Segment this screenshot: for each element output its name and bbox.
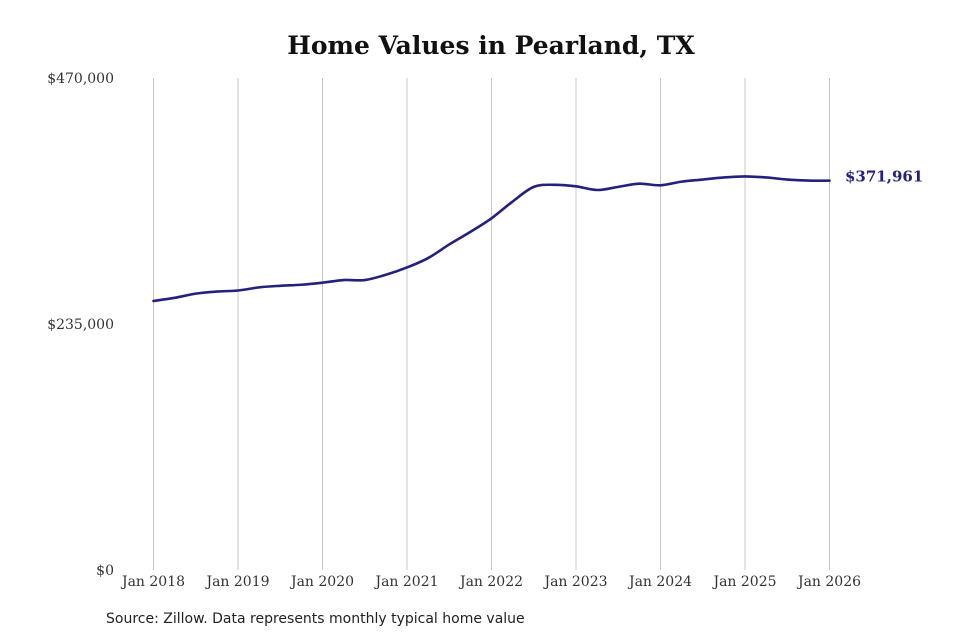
series-line-0 [152,175,831,303]
x-tick-label-0: Jan 2018 [120,574,185,590]
x-tick-label-8: Jan 2026 [796,574,861,590]
source-note: Source: Zillow. Data represents monthly … [106,611,525,627]
x-tick-label-5: Jan 2023 [542,574,607,590]
end-value-label: $371,961 [845,168,923,186]
x-tick-label-6: Jan 2024 [627,574,692,590]
gridlines [153,78,830,570]
x-tick-label-1: Jan 2019 [204,574,269,590]
x-tick-label-3: Jan 2021 [373,574,438,590]
x-tick-label-7: Jan 2025 [711,574,776,590]
series-group [152,175,831,303]
x-tick-label-2: Jan 2020 [289,574,354,590]
y-tick-label-1: $235,000 [47,317,114,333]
chart-title: Home Values in Pearland, TX [287,31,695,60]
x-tick-label-4: Jan 2022 [458,574,523,590]
y-tick-label-2: $470,000 [47,71,114,87]
x-axis-ticks: Jan 2018 Jan 2019 Jan 2020 Jan 2021 Jan 2022… [120,574,861,590]
y-axis-ticks: $0 $235,000 $470,000 [47,71,114,579]
y-tick-label-0: $0 [96,563,114,579]
